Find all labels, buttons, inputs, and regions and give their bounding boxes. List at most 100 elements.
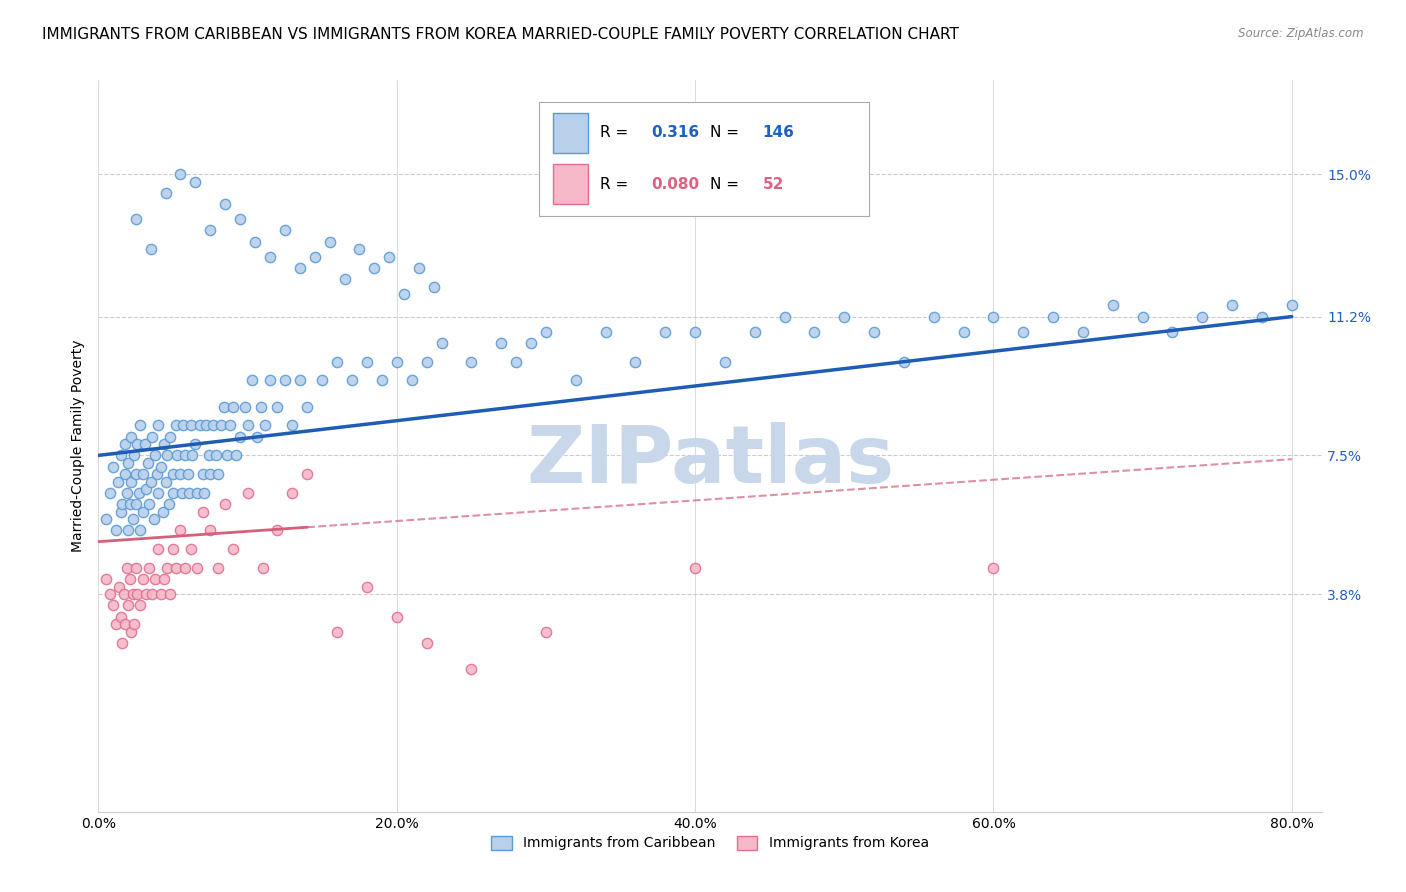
Point bbox=[983, 310, 1005, 324]
Point bbox=[1251, 310, 1274, 324]
Point bbox=[408, 260, 430, 275]
Point bbox=[156, 561, 179, 575]
Point bbox=[146, 486, 169, 500]
Point bbox=[1161, 325, 1184, 339]
Point bbox=[172, 418, 194, 433]
Point bbox=[565, 373, 588, 387]
Legend: Immigrants from Caribbean, Immigrants from Korea: Immigrants from Caribbean, Immigrants fr… bbox=[486, 830, 934, 856]
Point bbox=[401, 373, 423, 387]
Point bbox=[983, 561, 1005, 575]
Point bbox=[105, 524, 128, 538]
Point bbox=[150, 459, 173, 474]
Point bbox=[505, 354, 527, 368]
Point bbox=[169, 524, 191, 538]
Point bbox=[259, 250, 281, 264]
Point bbox=[240, 373, 263, 387]
Point bbox=[98, 587, 121, 601]
Point bbox=[209, 418, 232, 433]
Point bbox=[311, 373, 333, 387]
Point bbox=[129, 418, 152, 433]
Point bbox=[145, 467, 167, 482]
Point bbox=[121, 587, 143, 601]
Point bbox=[110, 449, 132, 463]
Point bbox=[121, 512, 143, 526]
Point bbox=[318, 235, 340, 249]
Point bbox=[212, 400, 235, 414]
Y-axis label: Married-Couple Family Poverty: Married-Couple Family Poverty bbox=[72, 340, 86, 552]
Point bbox=[138, 497, 160, 511]
Point bbox=[125, 561, 148, 575]
Point bbox=[1071, 325, 1094, 339]
Point bbox=[118, 497, 141, 511]
Point bbox=[1281, 298, 1303, 312]
Point bbox=[200, 524, 222, 538]
Point bbox=[142, 512, 165, 526]
Point bbox=[1132, 310, 1154, 324]
Point bbox=[221, 400, 243, 414]
Point bbox=[1220, 298, 1243, 312]
Point bbox=[236, 486, 259, 500]
Point bbox=[214, 197, 236, 211]
Point bbox=[683, 561, 706, 575]
Point bbox=[127, 587, 149, 601]
Point bbox=[94, 512, 117, 526]
Point bbox=[1101, 298, 1123, 312]
Point bbox=[683, 325, 706, 339]
Point bbox=[714, 354, 737, 368]
Point bbox=[136, 456, 159, 470]
Point bbox=[146, 542, 169, 557]
Text: Source: ZipAtlas.com: Source: ZipAtlas.com bbox=[1239, 27, 1364, 40]
Point bbox=[207, 561, 229, 575]
Point bbox=[156, 449, 179, 463]
Point bbox=[773, 310, 796, 324]
Point bbox=[288, 373, 311, 387]
Point bbox=[1191, 310, 1213, 324]
Point bbox=[141, 587, 163, 601]
Point bbox=[200, 223, 222, 237]
Point bbox=[202, 418, 225, 433]
Point bbox=[110, 505, 132, 519]
Point bbox=[155, 186, 177, 200]
Bar bbox=[554, 112, 588, 153]
Point bbox=[281, 486, 304, 500]
Point bbox=[207, 467, 229, 482]
Point bbox=[180, 542, 202, 557]
Point bbox=[191, 467, 214, 482]
Point bbox=[129, 524, 152, 538]
Point bbox=[132, 572, 155, 586]
Point bbox=[166, 449, 188, 463]
Point bbox=[214, 497, 236, 511]
Point bbox=[186, 486, 208, 500]
Point bbox=[186, 561, 208, 575]
Point bbox=[122, 449, 145, 463]
Point bbox=[112, 587, 135, 601]
Point bbox=[125, 467, 148, 482]
Point bbox=[143, 572, 166, 586]
Point bbox=[1042, 310, 1064, 324]
Point bbox=[103, 459, 125, 474]
Point bbox=[125, 212, 148, 227]
Point bbox=[460, 662, 482, 676]
Point bbox=[162, 542, 184, 557]
Point bbox=[218, 418, 240, 433]
Point bbox=[221, 542, 243, 557]
Point bbox=[832, 310, 855, 324]
Point bbox=[157, 497, 180, 511]
Point bbox=[98, 486, 121, 500]
Point bbox=[1012, 325, 1035, 339]
Point bbox=[107, 475, 129, 489]
Point bbox=[115, 486, 138, 500]
Point bbox=[184, 437, 207, 451]
Point bbox=[363, 260, 385, 275]
Point bbox=[105, 617, 128, 632]
Point bbox=[200, 467, 222, 482]
Point bbox=[423, 279, 446, 293]
Point bbox=[165, 561, 187, 575]
Point bbox=[952, 325, 974, 339]
Point bbox=[595, 325, 617, 339]
Point bbox=[191, 505, 214, 519]
Point bbox=[863, 325, 886, 339]
Text: N =: N = bbox=[710, 177, 744, 192]
Point bbox=[245, 429, 267, 443]
Point bbox=[922, 310, 945, 324]
